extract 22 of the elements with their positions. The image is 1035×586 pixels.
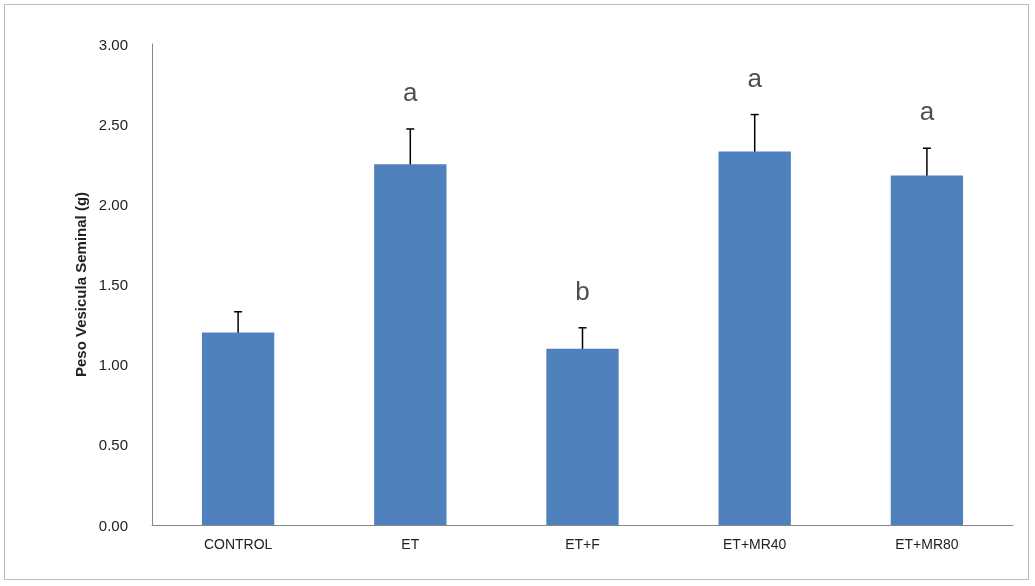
annotation: b <box>575 275 590 306</box>
bar <box>718 151 791 525</box>
bar <box>546 348 619 525</box>
y-tick-label: 0.00 <box>98 516 128 534</box>
bar <box>201 332 275 525</box>
y-tick-label: 2.50 <box>98 115 128 133</box>
x-tick-label: ET+MR80 <box>895 536 959 552</box>
annotation: a <box>747 62 763 93</box>
annotation: a <box>403 76 419 107</box>
x-tick-label: ET+MR40 <box>722 536 787 552</box>
bar <box>890 175 964 525</box>
x-tick-label: CONTROL <box>203 536 273 552</box>
y-tick-label: 1.00 <box>98 356 128 374</box>
x-tick-label: ET <box>401 536 420 552</box>
x-tick-label: ET+F <box>565 536 600 552</box>
annotation: a <box>919 96 935 127</box>
y-axis-title: Peso Vesicula Seminal (g) <box>71 191 89 378</box>
bar <box>374 164 447 525</box>
y-tick-label: 1.50 <box>98 276 128 293</box>
y-tick-label: 2.00 <box>98 195 128 213</box>
y-tick-label: 0.50 <box>98 436 128 454</box>
y-tick-label: 3.00 <box>98 35 128 53</box>
